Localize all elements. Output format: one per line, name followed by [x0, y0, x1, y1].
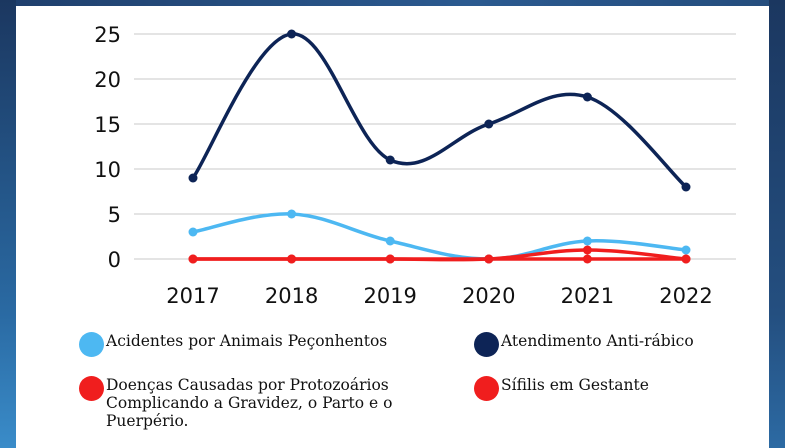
series-line-sifilis [191, 248, 688, 262]
point-atendimento-2020 [484, 119, 494, 129]
frame-top [0, 0, 785, 6]
x-tick-label-2021: 2021 [561, 284, 614, 308]
point-atendimento-2022 [681, 182, 691, 192]
point-sifilis-2017 [188, 254, 198, 264]
point-atendimento-2021 [582, 92, 592, 102]
chart-card: 0 5 10 15 20 25 2017 2018 2019 2020 2021 2022 Acide… [16, 6, 769, 448]
y-tick-label-5: 5 [108, 203, 121, 227]
point-acidentes-2022 [681, 245, 691, 255]
point-sifilis-2022 [681, 254, 691, 264]
x-tick-label-2020: 2020 [462, 284, 515, 308]
x-tick-label-2018: 2018 [265, 284, 318, 308]
point-atendimento-2017 [188, 173, 198, 183]
y-tick-label-25: 25 [94, 23, 121, 47]
x-tick-label-2022: 2022 [659, 284, 712, 308]
y-tick-label-15: 15 [94, 113, 121, 137]
y-tick-label-20: 20 [94, 68, 121, 92]
point-sifilis-2019 [385, 254, 395, 264]
x-tick-label-2019: 2019 [363, 284, 416, 308]
point-sifilis-2020 [484, 254, 494, 264]
y-tick-label-10: 10 [94, 158, 121, 182]
line-chart: 0 5 10 15 20 25 2017 2018 2019 2020 2021 2022 [94, 23, 736, 308]
frame-left [0, 0, 16, 448]
point-acidentes-2021 [582, 236, 592, 246]
point-acidentes-2019 [385, 236, 395, 246]
point-sifilis-2021 [582, 245, 592, 255]
point-acidentes-2017 [188, 227, 198, 237]
x-tick-label-2017: 2017 [166, 284, 219, 308]
y-tick-label-0: 0 [108, 248, 121, 272]
point-sifilis-2018 [287, 254, 297, 264]
point-doencas-2021 [582, 254, 592, 264]
frame-right [769, 0, 785, 448]
point-atendimento-2019 [385, 155, 395, 165]
series-line-atendimento [191, 32, 688, 189]
point-atendimento-2018 [287, 29, 297, 39]
point-acidentes-2018 [287, 209, 297, 219]
